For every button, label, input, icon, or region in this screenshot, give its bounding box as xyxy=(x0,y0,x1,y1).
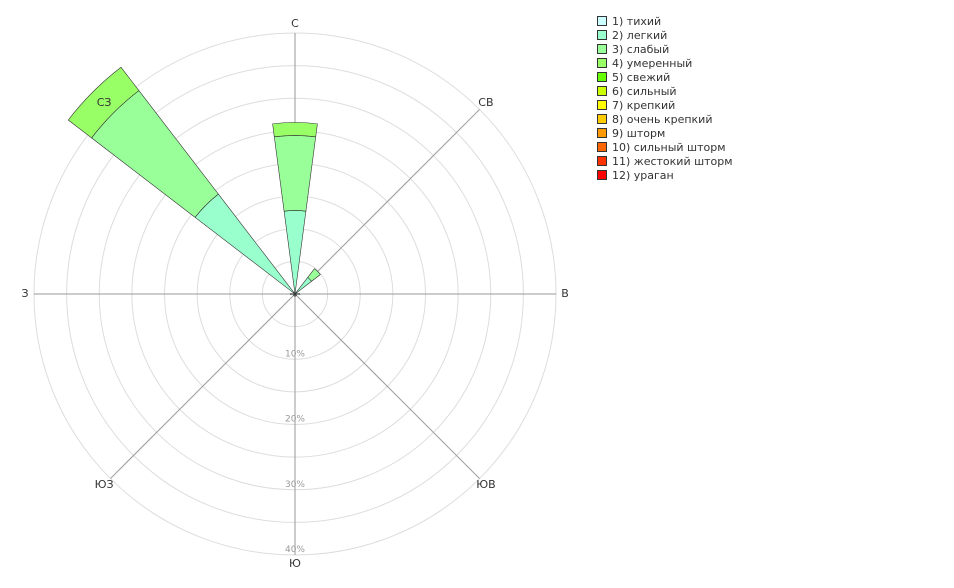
legend-item: 3) слабый xyxy=(597,42,733,56)
rose-wedge xyxy=(272,122,318,138)
legend-label: 1) тихий xyxy=(612,14,662,28)
grid-spoke xyxy=(110,293,296,479)
direction-label: С xyxy=(291,17,299,30)
legend-label: 6) сильный xyxy=(612,84,677,98)
rose-wedge xyxy=(67,66,140,139)
direction-label: З xyxy=(21,287,28,300)
legend-label: 8) очень крепкий xyxy=(612,112,713,126)
rose-wedge xyxy=(294,294,296,297)
legend-item: 6) сильный xyxy=(597,84,733,98)
direction-label: В xyxy=(561,287,569,300)
rose-wedge xyxy=(194,193,295,294)
legend-swatch xyxy=(597,114,607,124)
legend-swatch xyxy=(597,44,607,54)
rose-wedge xyxy=(290,293,295,295)
legend-swatch xyxy=(597,16,607,26)
legend-item: 12) ураган xyxy=(597,168,733,182)
rose-wedge xyxy=(283,210,307,293)
rose-wedge xyxy=(293,293,296,296)
grid-spoke xyxy=(294,109,480,295)
rose-wedge xyxy=(295,293,300,295)
legend-swatch xyxy=(597,100,607,110)
legend-item: 11) жестокий шторм xyxy=(597,154,733,168)
legend-swatch xyxy=(597,72,607,82)
direction-label: Ю xyxy=(289,557,301,570)
ring-labels: 10% 20% 30% 40% xyxy=(285,349,305,555)
legend-label: 12) ураган xyxy=(612,168,674,182)
ring-label: 40% xyxy=(285,545,305,555)
ring-label: 20% xyxy=(285,415,305,425)
ring-label: 30% xyxy=(285,480,305,490)
direction-label: ЮЗ xyxy=(95,478,114,491)
legend-swatch xyxy=(597,58,607,68)
grid-spoke xyxy=(294,293,480,479)
legend-swatch xyxy=(597,128,607,138)
direction-label: СВ xyxy=(478,96,493,109)
legend-swatch xyxy=(597,30,607,40)
bars xyxy=(67,66,321,297)
legend-item: 9) шторм xyxy=(597,126,733,140)
legend-swatch xyxy=(597,170,607,180)
direction-labels: С СВ В ЮВ Ю ЮЗ З СЗ xyxy=(21,17,568,570)
legend-swatch xyxy=(597,142,607,152)
rose-wedge xyxy=(307,268,321,282)
legend-label: 9) шторм xyxy=(612,126,666,140)
direction-label: СЗ xyxy=(97,96,112,109)
legend-label: 11) жестокий шторм xyxy=(612,154,733,168)
legend: 1) тихий 2) легкий 3) слабый 4) умеренный 5)… xyxy=(597,14,733,182)
legend-item: 4) умеренный xyxy=(597,56,733,70)
legend-label: 2) легкий xyxy=(612,28,668,42)
legend-label: 5) свежий xyxy=(612,70,671,84)
legend-item: 2) легкий xyxy=(597,28,733,42)
ring-label: 10% xyxy=(285,349,305,359)
rose-wedge xyxy=(294,293,297,296)
legend-label: 7) крепкий xyxy=(612,98,676,112)
legend-item: 10) сильный шторм xyxy=(597,140,733,154)
legend-label: 10) сильный шторм xyxy=(612,140,726,154)
rose-wedge xyxy=(273,135,317,212)
legend-item: 1) тихий xyxy=(597,14,733,28)
legend-swatch xyxy=(597,156,607,166)
legend-item: 8) очень крепкий xyxy=(597,112,733,126)
legend-label: 4) умеренный xyxy=(612,56,693,70)
legend-label: 3) слабый xyxy=(612,42,670,56)
rose-wedge xyxy=(295,277,312,294)
legend-item: 7) крепкий xyxy=(597,98,733,112)
direction-label: ЮВ xyxy=(476,478,495,491)
legend-swatch xyxy=(597,86,607,96)
legend-item: 5) свежий xyxy=(597,70,733,84)
